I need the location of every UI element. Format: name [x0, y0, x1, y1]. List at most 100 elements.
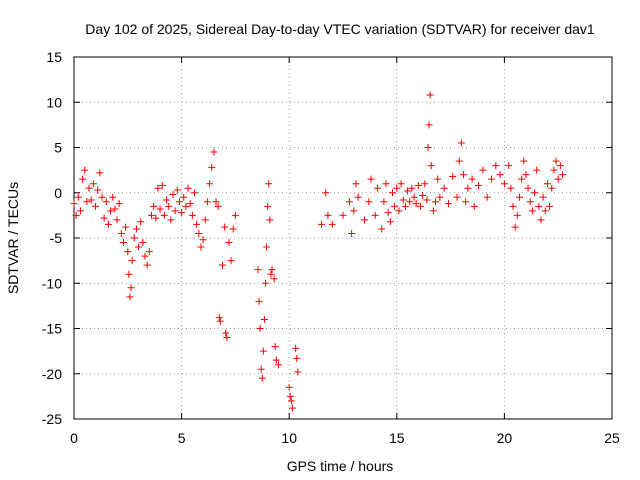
data-point: [421, 180, 429, 188]
data-point: [535, 202, 543, 210]
data-point: [533, 166, 541, 174]
x-tick-label: 10: [281, 430, 297, 446]
data-point: [427, 162, 435, 170]
data-point: [464, 184, 472, 192]
y-tick-label: -20: [42, 366, 62, 382]
y-tick-label: -15: [42, 321, 62, 337]
data-point: [554, 175, 562, 183]
data-point: [115, 200, 123, 208]
data-point: [221, 223, 229, 231]
data-point: [522, 171, 530, 179]
x-tick-label: 15: [389, 430, 405, 446]
data-point: [457, 139, 465, 147]
data-point: [193, 220, 201, 228]
x-tick-label: 0: [70, 430, 78, 446]
data-point: [70, 200, 78, 208]
data-point: [255, 297, 263, 305]
data-point: [434, 175, 442, 183]
data-point: [285, 383, 293, 391]
data-point: [492, 162, 500, 170]
y-axis-label: SDTVAR / TECUs: [5, 182, 21, 294]
data-point: [186, 200, 194, 208]
data-point: [92, 202, 100, 210]
data-point: [425, 121, 433, 129]
data-point: [122, 223, 130, 231]
data-point: [199, 236, 207, 244]
data-point: [546, 202, 554, 210]
data-point: [274, 361, 282, 369]
y-axis: 15 10 5 0 -5 -10 -15 -20 -25: [42, 49, 612, 427]
data-point: [429, 207, 437, 215]
data-point: [126, 293, 134, 301]
data-point: [397, 180, 405, 188]
data-point: [139, 239, 147, 247]
x-tick-label: 25: [604, 430, 620, 446]
data-point: [266, 216, 274, 224]
data-point: [130, 234, 138, 242]
data-point: [286, 392, 294, 400]
data-point: [215, 314, 223, 322]
data-point: [87, 196, 95, 204]
data-point: [380, 198, 388, 206]
data-point: [509, 202, 517, 210]
y-tick-label: 0: [54, 185, 62, 201]
data-point: [559, 171, 567, 179]
data-point: [382, 180, 390, 188]
data-point: [287, 397, 295, 405]
data-point: [98, 193, 106, 201]
data-point: [156, 205, 164, 213]
data-point: [475, 182, 483, 190]
x-tick-label: 20: [497, 430, 513, 446]
data-point: [294, 368, 302, 376]
data-point: [414, 182, 422, 190]
data-point: [83, 198, 91, 206]
data-point: [267, 270, 275, 278]
data-point: [339, 211, 347, 219]
data-point: [201, 216, 209, 224]
data-point: [324, 211, 332, 219]
data-points: [70, 91, 567, 412]
data-point: [550, 166, 558, 174]
data-point: [206, 180, 214, 188]
data-point: [354, 193, 362, 201]
data-point: [218, 261, 226, 269]
data-point: [182, 202, 190, 210]
data-point: [436, 193, 444, 201]
data-point: [288, 404, 296, 412]
data-point: [270, 275, 278, 283]
data-point: [328, 220, 336, 228]
data-point: [416, 202, 424, 210]
data-point: [367, 175, 375, 183]
data-point: [384, 209, 392, 217]
y-tick-label: -25: [42, 411, 62, 427]
data-point: [386, 218, 394, 226]
data-point: [96, 169, 104, 177]
data-point: [256, 325, 264, 332]
data-point: [543, 180, 551, 188]
data-point: [263, 243, 271, 251]
data-point: [345, 198, 353, 206]
data-point: [511, 223, 519, 231]
data-point: [208, 163, 216, 171]
data-point: [361, 216, 369, 224]
data-point: [152, 214, 160, 222]
y-tick-label: -5: [50, 230, 63, 246]
data-point: [104, 220, 112, 228]
data-point: [259, 347, 267, 355]
data-point: [479, 166, 487, 174]
data-point: [470, 202, 478, 210]
data-point: [111, 205, 119, 213]
data-point: [72, 211, 80, 219]
data-point: [150, 202, 158, 210]
y-tick-label: -10: [42, 275, 62, 291]
data-point: [147, 211, 155, 219]
data-point: [556, 162, 564, 170]
data-point: [271, 343, 279, 351]
data-point: [262, 279, 270, 287]
data-point: [167, 216, 175, 224]
data-point: [212, 198, 220, 206]
data-point: [79, 175, 87, 183]
data-point: [154, 184, 162, 192]
data-point: [265, 180, 273, 188]
